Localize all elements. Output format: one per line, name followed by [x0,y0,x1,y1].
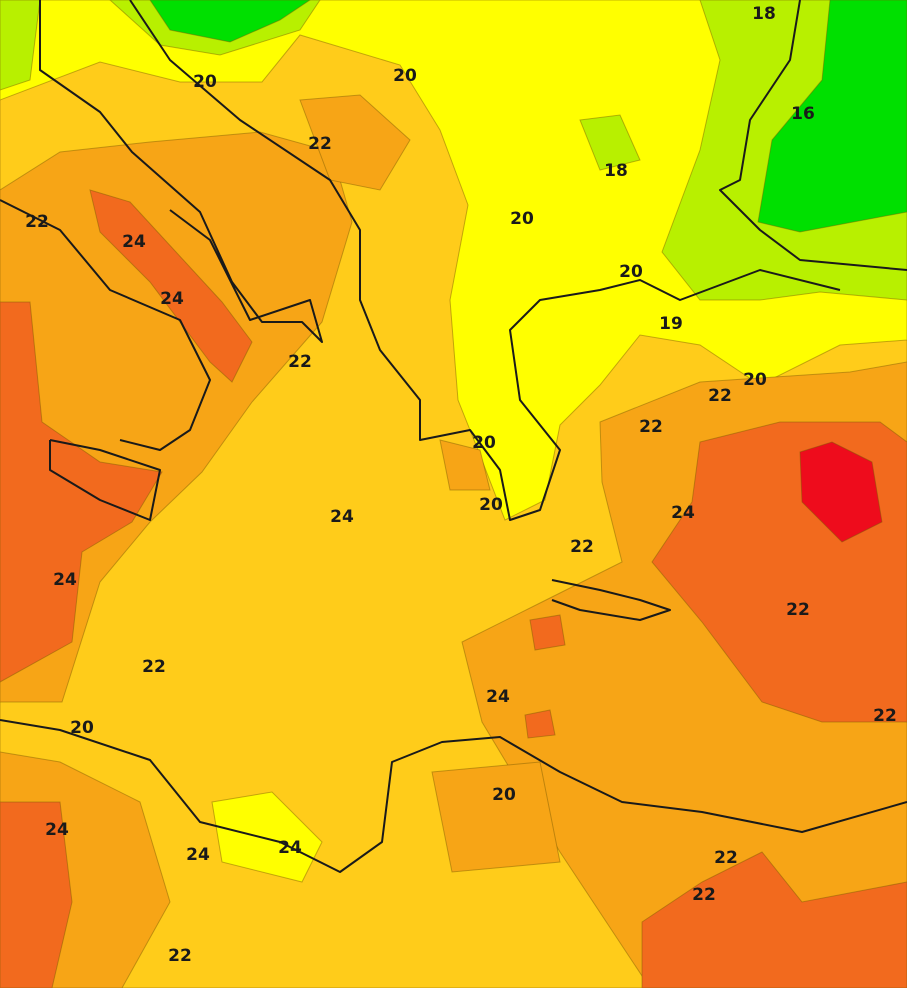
temperature-zone-t24 [641,851,907,988]
coastline [719,0,907,271]
temperature-zone-t22 [431,761,561,873]
coastline [0,199,211,451]
contour-label: 22 [142,657,166,677]
contour-label: 22 [25,212,49,232]
contour-label: 20 [743,370,767,390]
contour-label: 24 [278,838,302,858]
contour-label: 20 [393,66,417,86]
contour-label: 20 [193,72,217,92]
contour-label: 19 [659,314,683,334]
temperature-zone-t24 [524,709,556,739]
contour-label: 22 [873,706,897,726]
temperature-zone-t16 [757,0,907,233]
coastline [129,0,841,521]
contour-label: 24 [45,820,69,840]
coastline [551,579,671,621]
temperature-zone-t18 [579,114,641,171]
contour-label: 22 [308,134,332,154]
contour-labels: 1818162020221820202224242219202222202024… [25,4,897,966]
contour-label: 22 [708,386,732,406]
contour-label: 24 [186,845,210,865]
contour-label: 22 [639,417,663,437]
temperature-zone-t16 [149,0,311,43]
contour-label: 20 [472,433,496,453]
contour-label: 16 [791,104,815,124]
temperature-zone-t18 [0,0,41,91]
contour-label: 24 [122,232,146,252]
coastline [39,0,323,343]
temperature-zone-t22 [439,439,491,491]
temperature-zone-t19 [211,791,323,883]
contour-label: 20 [70,718,94,738]
temperature-zone-t22 [0,131,353,703]
temperature-zone-t22 [299,94,411,191]
contour-label: 24 [486,687,510,707]
contour-label: 22 [168,946,192,966]
contour-label: 24 [160,289,184,309]
temperature-zone-t24 [0,801,73,988]
contour-label: 22 [570,537,594,557]
contour-label: 24 [330,507,354,527]
contour-label: 22 [288,352,312,372]
coastline [49,439,161,521]
contour-label: 24 [53,570,77,590]
coastlines [0,0,907,873]
contour-label: 18 [604,161,628,181]
contour-label: 22 [692,885,716,905]
contour-label: 20 [492,785,516,805]
temperature-zone-t26 [799,441,883,543]
temperature-zone-t24 [89,189,253,383]
contour-label: 22 [714,848,738,868]
temperature-zone-t24 [0,301,163,683]
contour-label: 24 [671,503,695,523]
contour-label: 20 [510,209,534,229]
coastline [0,719,907,873]
contour-label: 20 [619,262,643,282]
contour-label: 18 [752,4,776,24]
contour-label: 20 [479,495,503,515]
temperature-zone-t24 [529,614,566,651]
contour-label: 22 [786,600,810,620]
